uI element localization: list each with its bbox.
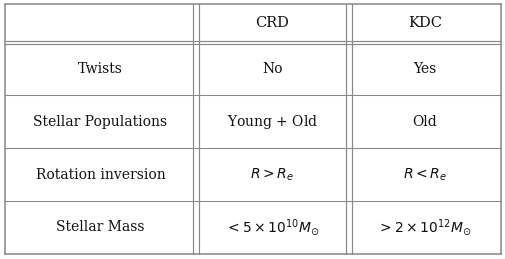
Text: Old: Old [412, 115, 436, 129]
Text: Stellar Populations: Stellar Populations [33, 115, 167, 129]
Text: $R < R_e$: $R < R_e$ [402, 166, 446, 183]
Text: Rotation inversion: Rotation inversion [35, 168, 165, 182]
Text: KDC: KDC [407, 16, 441, 30]
Text: Yes: Yes [413, 62, 436, 76]
Text: No: No [262, 62, 282, 76]
Text: Young $+$ Old: Young $+$ Old [226, 113, 317, 131]
Text: Stellar Mass: Stellar Mass [56, 220, 144, 234]
Text: Twists: Twists [78, 62, 123, 76]
Text: $< 5 \times 10^{10}M_{\odot}$: $< 5 \times 10^{10}M_{\odot}$ [225, 217, 319, 238]
Text: $> 2 \times 10^{12}M_{\odot}$: $> 2 \times 10^{12}M_{\odot}$ [377, 217, 471, 238]
Text: $R > R_e$: $R > R_e$ [250, 166, 294, 183]
Text: CRD: CRD [255, 16, 289, 30]
